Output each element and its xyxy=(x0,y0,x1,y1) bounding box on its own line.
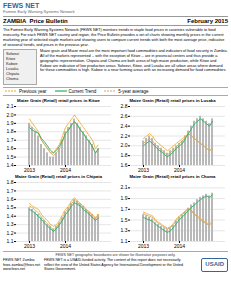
svg-text:1.8: 1.8 xyxy=(121,152,128,158)
svg-text:1.7: 1.7 xyxy=(7,188,14,194)
html-text:FEWS NET: FEWS NET xyxy=(3,2,40,9)
svg-text:1.3: 1.3 xyxy=(121,228,128,234)
html-text:Famine Early Warning Systems N: Famine Early Warning Systems Network xyxy=(3,8,75,14)
svg-text:1.4: 1.4 xyxy=(7,213,14,219)
html-text:Current Trend: Current Trend xyxy=(68,89,97,94)
html-text:Lusaka: Lusaka xyxy=(6,67,19,72)
svg-text:2.8: 2.8 xyxy=(121,103,128,109)
svg-text:2013: 2013 xyxy=(24,243,35,249)
svg-text:2013: 2013 xyxy=(138,167,149,173)
html-text:Choma: Choma xyxy=(6,77,19,81)
svg-text:2.0: 2.0 xyxy=(121,143,128,149)
html-text:Solwezi: Solwezi xyxy=(6,52,20,57)
svg-text:1.1: 1.1 xyxy=(7,238,14,244)
html-text:Maize Grain (Retail) retail pr: Maize Grain (Retail) retail prices in Ki… xyxy=(17,98,100,103)
html-text:USAID: USAID xyxy=(205,261,224,268)
html-text:Kitwe: Kitwe xyxy=(6,57,16,62)
svg-text:1.8: 1.8 xyxy=(7,128,14,134)
svg-text:2.0: 2.0 xyxy=(7,112,14,118)
svg-text:2014: 2014 xyxy=(174,243,185,249)
html-text:Previous year: Previous year xyxy=(19,89,47,94)
html-text:Maize grain and Maize meal are: Maize grain and Maize meal are the most … xyxy=(40,49,228,73)
svg-text:2014: 2014 xyxy=(60,243,71,249)
svg-text:2013: 2013 xyxy=(24,167,35,173)
svg-text:1.6: 1.6 xyxy=(121,162,128,168)
svg-text:2013: 2013 xyxy=(138,243,149,249)
html-text:Chipata: Chipata xyxy=(6,72,20,77)
svg-text:1.7: 1.7 xyxy=(121,206,128,212)
html-text:5-year average: 5-year average xyxy=(118,89,149,94)
svg-text:2.1: 2.1 xyxy=(121,185,128,191)
html-text:FEWS NET geographic boundaries: FEWS NET geographic boundaries are shown… xyxy=(55,253,176,258)
html-text:Maize Grain (Retail) retail pr: Maize Grain (Retail) retail prices in Lu… xyxy=(129,98,216,103)
svg-text:1.6: 1.6 xyxy=(7,196,14,202)
svg-text:2014: 2014 xyxy=(60,167,71,173)
svg-text:1.2: 1.2 xyxy=(7,230,14,236)
html-text:February 2015: February 2015 xyxy=(187,18,228,25)
svg-text:1.8: 1.8 xyxy=(7,179,14,185)
svg-text:2.2: 2.2 xyxy=(121,133,128,139)
svg-text:1.9: 1.9 xyxy=(7,120,14,126)
svg-text:1.7: 1.7 xyxy=(7,137,14,143)
svg-text:1.4: 1.4 xyxy=(7,162,14,168)
html-text:Maize Grain (Retail) retail pr: Maize Grain (Retail) retail prices in Ch… xyxy=(129,174,216,180)
html-text:Kabwe: Kabwe xyxy=(6,62,18,67)
svg-text:2014: 2014 xyxy=(174,167,185,173)
svg-text:1.1: 1.1 xyxy=(121,238,128,244)
svg-text:1.5: 1.5 xyxy=(121,217,128,223)
svg-text:2.6: 2.6 xyxy=(121,113,128,119)
svg-text:1.5: 1.5 xyxy=(7,154,14,160)
svg-text:1.5: 1.5 xyxy=(7,205,14,211)
svg-text:1.3: 1.3 xyxy=(7,222,14,228)
html-text:Maize Grain (Retail) retail pr: Maize Grain (Retail) retail prices in Ch… xyxy=(14,174,103,180)
html-text:The Famine Early Warning Syste: The Famine Early Warning Systems Network… xyxy=(3,28,225,47)
html-text:FEWS NET is a USAID-funded act: FEWS NET is a USAID-funded activity. The… xyxy=(44,258,184,272)
svg-text:1.6: 1.6 xyxy=(7,145,14,151)
svg-text:1.9: 1.9 xyxy=(121,195,128,201)
svg-text:2.4: 2.4 xyxy=(121,123,128,129)
html-text:ZAMBIA Price Bulletin: ZAMBIA Price Bulletin xyxy=(3,18,68,25)
svg-text:2.1: 2.1 xyxy=(7,103,14,109)
html-text:FEWS NET Zambia fews.zambia@fe: FEWS NET Zambia fews.zambia@fews.net www… xyxy=(3,258,40,272)
